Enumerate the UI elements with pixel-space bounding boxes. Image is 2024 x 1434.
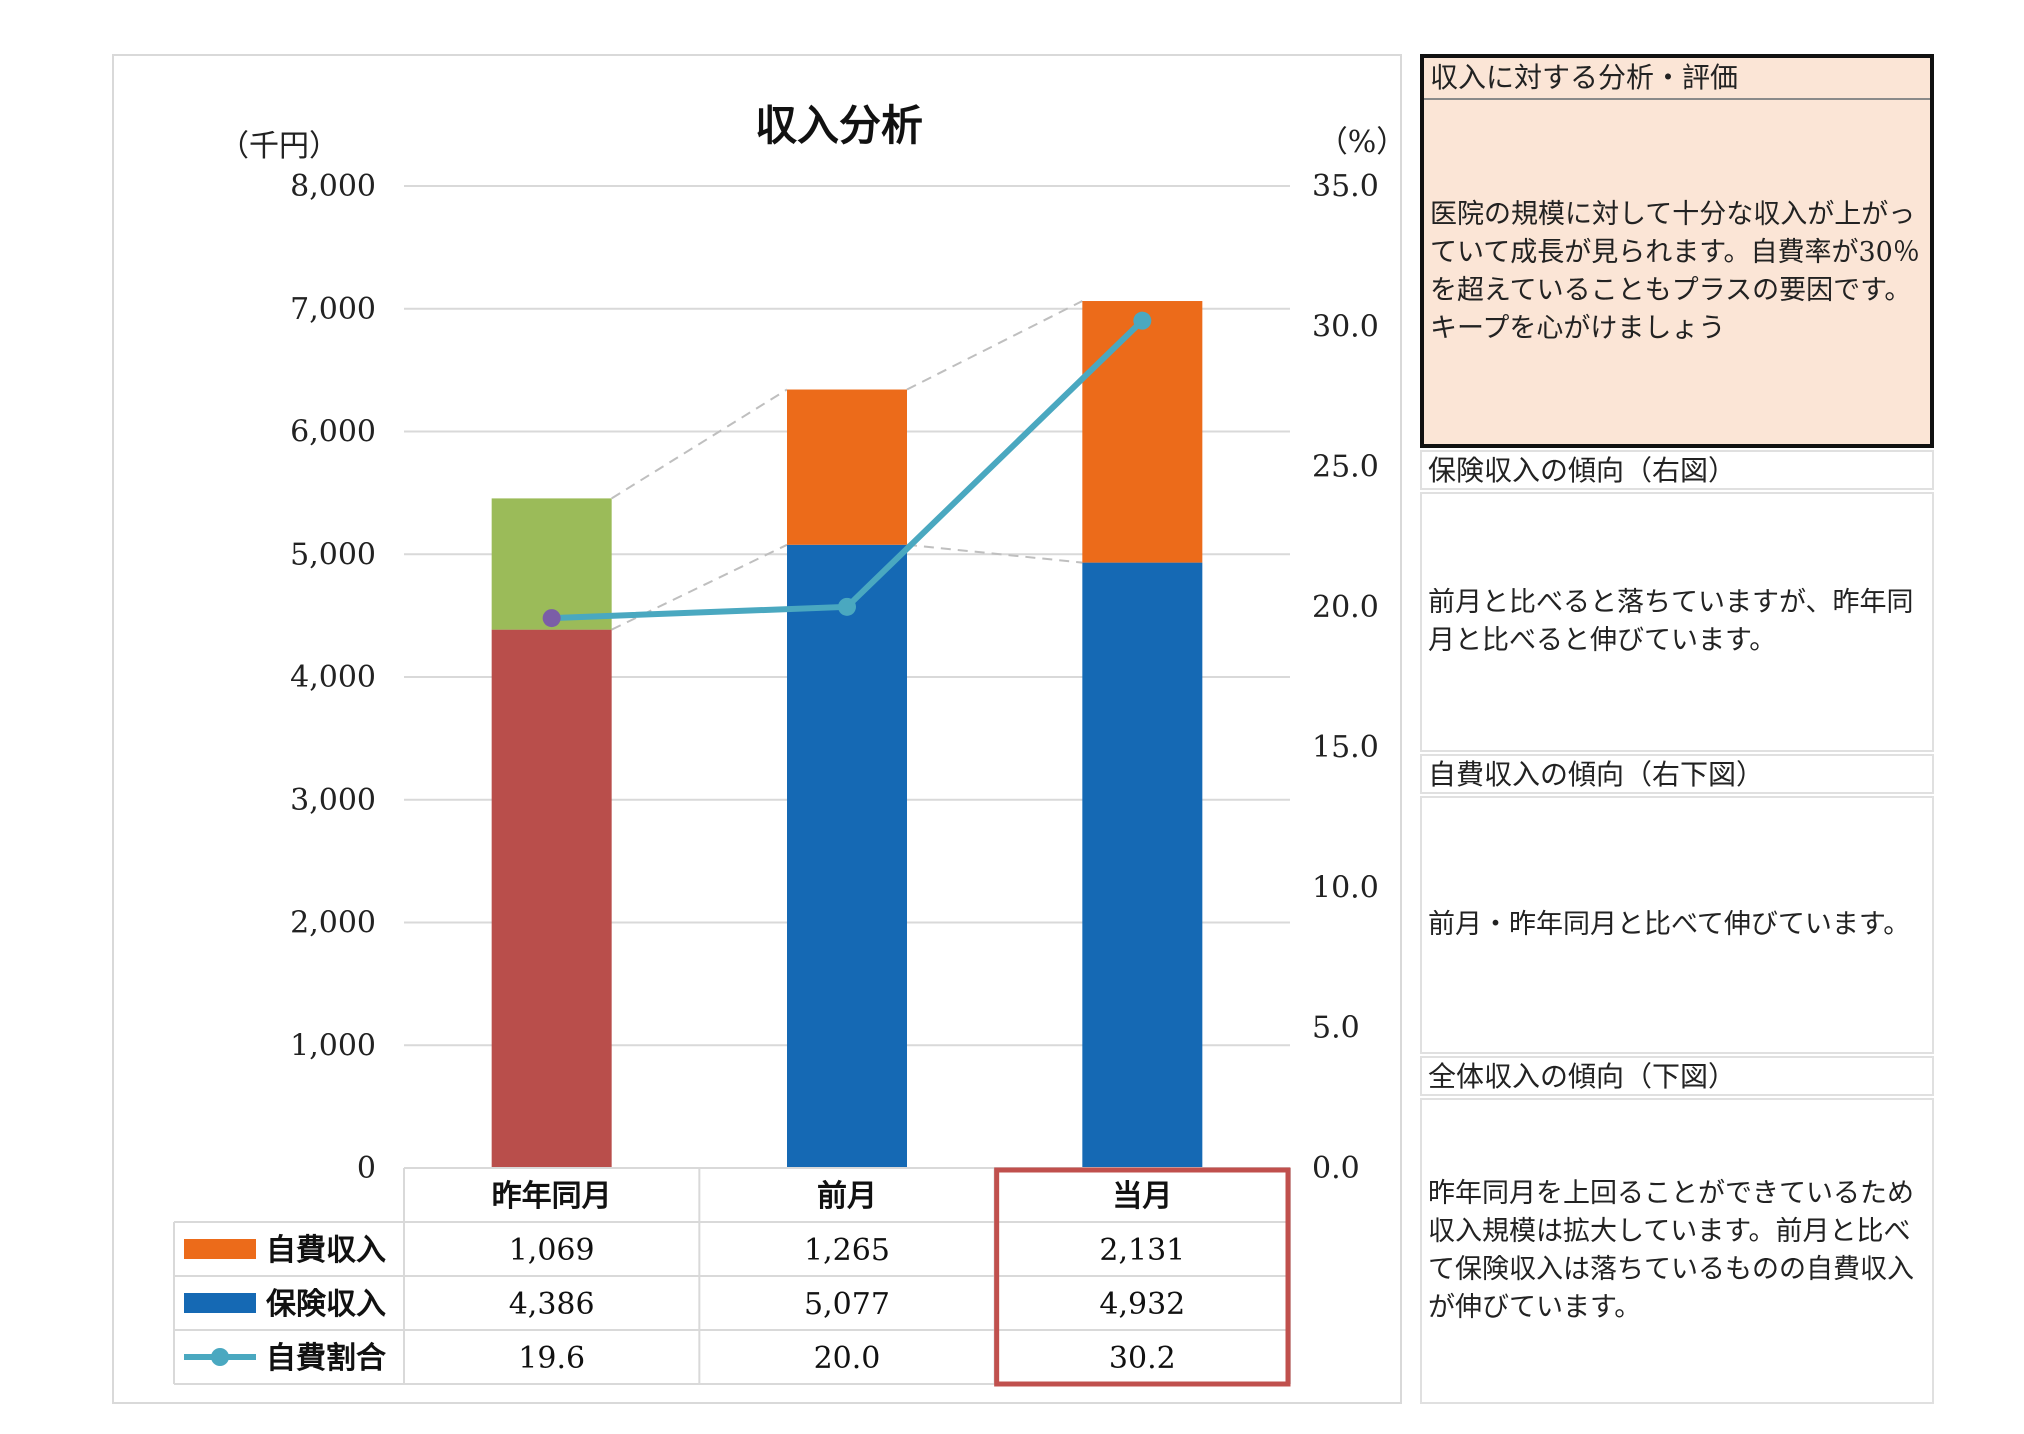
insurance-bar xyxy=(491,629,612,1168)
right-tick-label: 15.0 xyxy=(1312,730,1379,765)
ratio-point xyxy=(838,597,856,616)
insurance-connector-line xyxy=(611,543,788,631)
insurance-bar xyxy=(787,544,907,1168)
left-tick-label: 5,000 xyxy=(290,537,376,572)
right-tick-label: 25.0 xyxy=(1312,450,1379,485)
category-label: 前月 xyxy=(817,1179,877,1214)
ratio-point xyxy=(1133,311,1152,330)
right-tick-label: 5.0 xyxy=(1312,1011,1360,1046)
selfpay-bar xyxy=(491,498,612,630)
left-tick-label: 1,000 xyxy=(290,1028,376,1063)
right-tick-label: 0.0 xyxy=(1312,1151,1360,1186)
analysis-box: 収入に対する分析・評価 医院の規模に対して十分な収入が上がっていて成長が見られま… xyxy=(1420,54,1934,448)
left-tick-label: 7,000 xyxy=(290,292,376,327)
selfpay-trend-text: 前月・昨年同月と比べて伸びています。 xyxy=(1420,796,1934,1054)
analysis-header: 収入に対する分析・評価 xyxy=(1424,58,1930,100)
insurance-connector-line xyxy=(906,543,1083,564)
left-axis-unit: （千円） xyxy=(219,129,339,164)
table-value: 19.6 xyxy=(518,1341,585,1376)
left-tick-label: 6,000 xyxy=(290,415,376,450)
table-value: 4,386 xyxy=(509,1287,595,1322)
total-connector-line xyxy=(906,300,1083,391)
selfpay-bar xyxy=(1082,301,1203,563)
right-tick-label: 10.0 xyxy=(1312,870,1379,905)
analysis-panel: 収入に対する分析・評価 医院の規模に対して十分な収入が上がっていて成長が見られま… xyxy=(1420,54,1934,1404)
left-tick-label: 8,000 xyxy=(290,169,376,204)
table-value: 2,131 xyxy=(1099,1233,1185,1268)
legend-label: 自費収入 xyxy=(266,1233,386,1268)
legend-key xyxy=(184,1239,256,1259)
table-value: 1,069 xyxy=(509,1233,595,1268)
left-tick-label: 3,000 xyxy=(290,783,376,818)
table-value: 1,265 xyxy=(804,1233,890,1268)
right-tick-label: 20.0 xyxy=(1312,590,1379,625)
total-trend-text: 昨年同月を上回ることができているため収入規模は拡大しています。前月と比べて保険収… xyxy=(1420,1098,1934,1404)
table-value: 30.2 xyxy=(1109,1341,1176,1376)
selfpay-bar xyxy=(787,389,907,545)
income-chart: 収入分析 （千円） （%） 8,000 7,000 6,000 5,000 4,000 3,00… xyxy=(173,101,1402,1387)
total-connector-line xyxy=(611,388,788,500)
legend-label: 自費割合 xyxy=(266,1341,386,1376)
legend-key xyxy=(184,1293,256,1313)
left-tick-label: 2,000 xyxy=(290,906,376,941)
table-value: 4,932 xyxy=(1099,1287,1185,1322)
right-axis-unit: （%） xyxy=(1318,125,1402,160)
left-tick-label: 4,000 xyxy=(290,660,376,695)
total-trend-header: 全体収入の傾向（下図） xyxy=(1420,1056,1934,1096)
left-tick-label: 0 xyxy=(357,1151,376,1186)
insurance-bar xyxy=(1082,562,1203,1168)
right-tick-label: 35.0 xyxy=(1312,169,1379,204)
insurance-trend-header: 保険収入の傾向（右図） xyxy=(1420,450,1934,490)
current-month-highlight xyxy=(994,1167,1291,1387)
analysis-text: 医院の規模に対して十分な収入が上がっていて成長が見られます。自費率が30％を超え… xyxy=(1430,199,1920,344)
category-label: 昨年同月 xyxy=(492,1179,612,1214)
legend-label: 保険収入 xyxy=(266,1287,386,1322)
right-tick-label: 30.0 xyxy=(1312,309,1379,344)
legend-key-marker xyxy=(211,1348,229,1366)
ratio-point xyxy=(542,609,561,628)
table-value: 20.0 xyxy=(814,1341,881,1376)
insurance-trend-text: 前月と比べると落ちていますが、昨年同月と比べると伸びています。 xyxy=(1420,492,1934,752)
chart-title: 収入分析 xyxy=(755,101,923,150)
selfpay-trend-header: 自費収入の傾向（右下図） xyxy=(1420,754,1934,794)
category-label: 当月 xyxy=(1112,1179,1172,1214)
chart-panel: 収入分析 （千円） （%） 8,000 7,000 6,000 5,000 4,000 3,00… xyxy=(112,54,1402,1404)
table-value: 5,077 xyxy=(804,1287,890,1322)
